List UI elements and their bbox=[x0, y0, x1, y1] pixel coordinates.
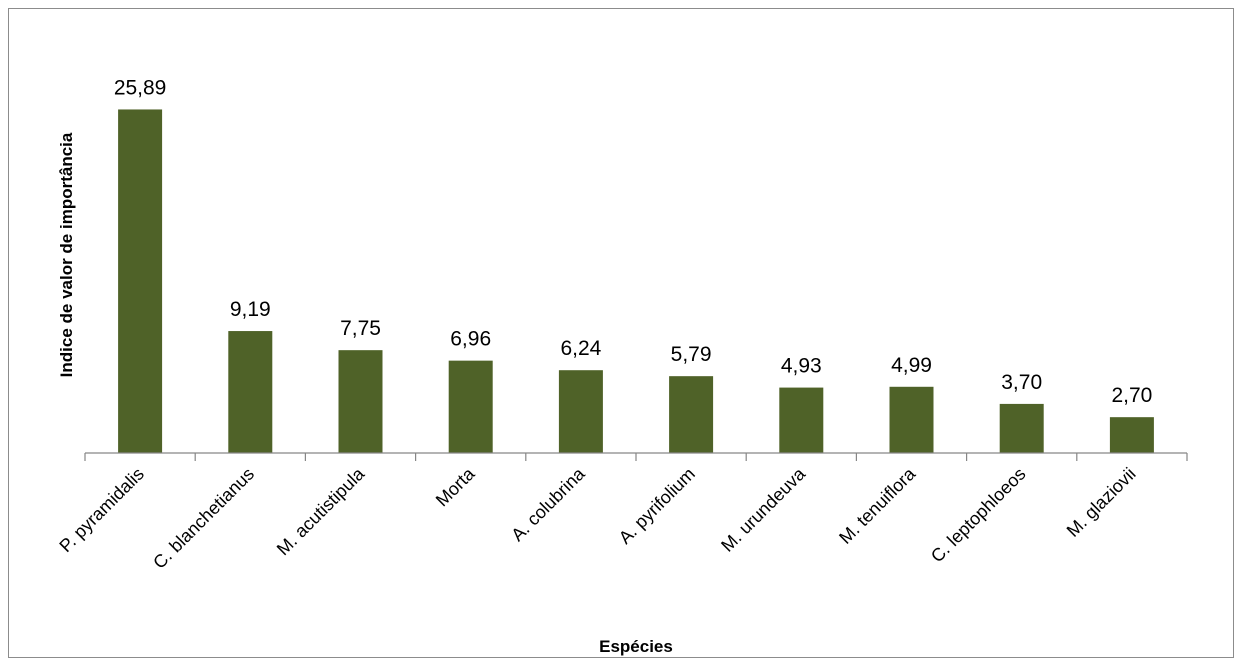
bar bbox=[118, 109, 163, 453]
category-label: M. acutistipula bbox=[273, 463, 369, 559]
category-labels-layer: P. pyramidalis C. blanchetianus M. acutist… bbox=[55, 463, 1139, 573]
bar bbox=[1109, 417, 1154, 453]
data-label: 4,99 bbox=[891, 354, 932, 377]
data-label: 4,93 bbox=[781, 355, 822, 378]
data-labels-layer: 25,89 9,19 7,75 6,96 6,24 5,79 4,93 4,99 3,70 2,7… bbox=[114, 76, 1153, 407]
bar bbox=[669, 376, 714, 453]
x-axis-ticks bbox=[84, 453, 1188, 461]
category-label: M. tenuiflora bbox=[835, 463, 920, 548]
data-label: 7,75 bbox=[340, 317, 381, 340]
bar bbox=[999, 403, 1044, 453]
category-label: C. leptophloeos bbox=[927, 464, 1030, 567]
bar bbox=[889, 386, 934, 453]
data-label: 6,24 bbox=[560, 337, 601, 360]
category-label: A. colubrina bbox=[507, 463, 589, 545]
bar bbox=[448, 360, 493, 453]
x-axis-title: Espécies bbox=[599, 637, 673, 656]
bars-layer bbox=[118, 109, 1154, 453]
data-label: 25,89 bbox=[114, 76, 167, 99]
data-label: 5,79 bbox=[671, 343, 712, 366]
category-label: P. pyramidalis bbox=[55, 464, 147, 556]
category-label: C. blanchetianus bbox=[149, 464, 258, 573]
category-label: A. pyrifolium bbox=[615, 464, 699, 548]
chart-frame bbox=[8, 8, 1234, 658]
category-label: Morta bbox=[432, 463, 479, 510]
bar bbox=[228, 331, 273, 453]
category-label: M. urundeuva bbox=[717, 463, 810, 556]
data-label: 2,70 bbox=[1111, 384, 1152, 407]
y-axis-title: Indice de valor de importância bbox=[57, 132, 76, 377]
bar bbox=[558, 370, 603, 453]
data-label: 3,70 bbox=[1001, 371, 1042, 394]
bar bbox=[338, 350, 383, 453]
data-label: 9,19 bbox=[230, 298, 271, 321]
bar bbox=[779, 387, 824, 453]
data-label: 6,96 bbox=[450, 328, 491, 351]
category-label: M. glaziovii bbox=[1063, 464, 1140, 541]
